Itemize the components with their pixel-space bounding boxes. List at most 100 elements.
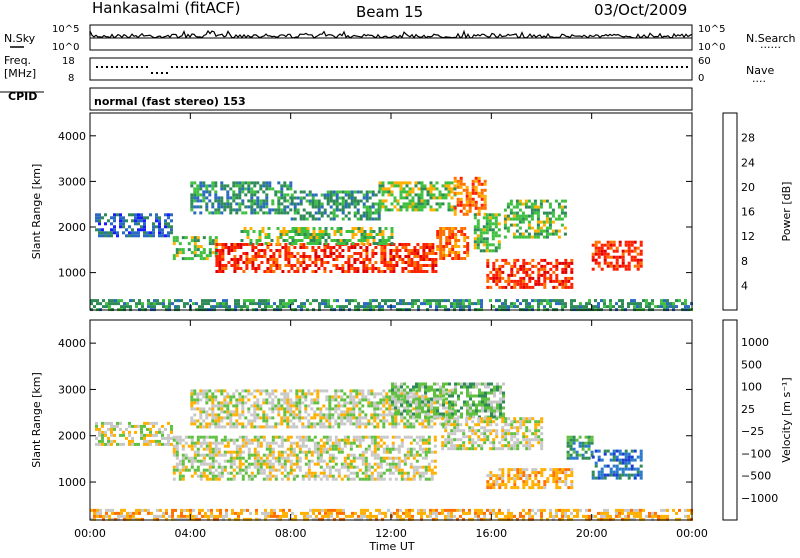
sky-tick-bottom-right: 10^0 [698,42,725,53]
echo-cell [648,305,651,308]
echo-cell [346,242,349,245]
freq-dot [346,66,348,68]
echo-cell [499,398,502,401]
echo-cell [436,236,439,239]
echo-cell [298,239,301,242]
echo-cell [628,268,631,271]
echo-cell [486,265,489,268]
echo-cell [140,225,143,228]
echo-cell [425,258,428,261]
echo-cell [322,389,325,392]
freq-dot [421,66,423,68]
echo-cell [346,419,349,422]
echo-cell [607,253,610,256]
echo-cell [131,231,134,234]
echo-cell [549,233,552,236]
echo-cell [613,244,616,247]
echo-cell [305,472,308,475]
echo-cell [391,416,394,419]
echo-cell [534,233,537,236]
echo-cell [457,186,460,189]
echo-cell [462,302,465,305]
echo-cell [353,267,356,270]
echo-cell [504,286,507,289]
echo-cell [170,443,173,446]
echo-cell [448,251,451,254]
echo-cell [519,221,522,224]
echo-cell [522,438,525,441]
echo-cell [368,475,371,478]
echo-cell [415,404,418,407]
echo-cell [499,386,502,389]
echo-cell [245,436,248,439]
echo-cell [290,252,293,255]
echo-cell [385,392,388,395]
echo-cell [340,410,343,413]
echo-cell [483,438,486,441]
echo-cell [472,189,475,192]
echo-cell [286,407,289,410]
echo-cell [374,246,377,249]
echo-cell [413,469,416,472]
echo-cell [385,242,388,245]
echo-cell [211,202,214,205]
echo-cell [215,445,218,448]
echo-cell [537,224,540,227]
echo-cell [370,227,373,230]
echo-cell [543,265,546,268]
echo-cell [343,392,346,395]
sky-tick-bottom-left: 10^0 [52,42,79,53]
echo-cell [436,208,439,211]
echo-cell [259,230,262,233]
echo-cell [537,218,540,221]
echo-cell [194,239,197,242]
echo-cell [202,193,205,196]
echo-cell [310,233,313,236]
echo-cell [398,448,401,451]
echo-cell [251,264,254,267]
echo-cell [552,480,555,483]
echo-cell [457,398,460,401]
echo-cell [259,425,262,428]
echo-cell [513,420,516,423]
echo-cell [290,255,293,258]
echo-cell [173,242,176,245]
echo-cell [355,395,358,398]
echo-cell [126,305,129,308]
echo-cell [361,230,364,233]
echo-cell [253,395,256,398]
echo-cell [301,401,304,404]
echo-cell [218,451,221,454]
echo-cell [555,286,558,289]
echo-cell [280,407,283,410]
echo-cell [459,423,462,426]
echo-cell [272,436,275,439]
echo-cell [409,199,412,202]
echo-cell [422,270,425,273]
echo-cell [480,234,483,237]
echo-cell [304,398,307,401]
echo-band [173,236,218,260]
echo-cell [242,463,245,466]
echo-cell [421,422,424,425]
echo-cell [146,443,149,446]
echo-cell [522,215,525,218]
echo-cell [350,472,353,475]
echo-cell [242,469,245,472]
echo-cell [474,432,477,435]
echo-cell [495,259,498,262]
echo-cell [301,239,304,242]
echo-cell [528,221,531,224]
echo-cell [314,264,317,267]
echo-cell [307,230,310,233]
echo-cell [211,422,214,425]
echo-cell [206,254,209,257]
echo-cell [404,246,407,249]
echo-cell [430,404,433,407]
echo-cell [318,305,321,308]
echo-cell [368,463,371,466]
echo-cell [410,454,413,457]
echo-cell [397,395,400,398]
echo-cell [639,302,642,305]
echo-cell [281,445,284,448]
